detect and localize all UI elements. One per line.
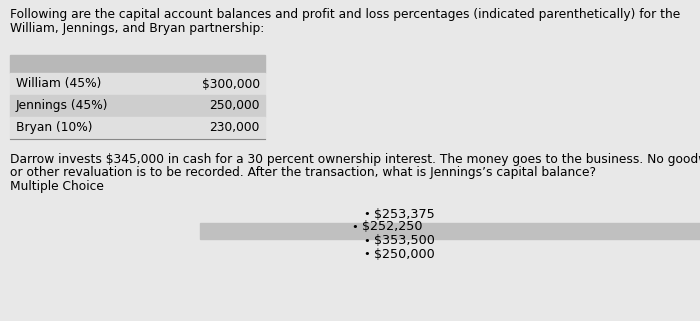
- Bar: [10, 95, 265, 117]
- Text: •: •: [351, 222, 358, 232]
- Text: William (45%): William (45%): [16, 77, 102, 91]
- Text: $252,250: $252,250: [362, 221, 423, 233]
- Bar: [10, 55, 265, 73]
- Bar: [10, 73, 265, 95]
- Text: Multiple Choice: Multiple Choice: [10, 180, 104, 193]
- Text: Following are the capital account balances and profit and loss percentages (indi: Following are the capital account balanc…: [10, 8, 680, 21]
- Text: or other revaluation is to be recorded. After the transaction, what is Jennings’: or other revaluation is to be recorded. …: [10, 166, 596, 179]
- Text: Bryan (10%): Bryan (10%): [16, 122, 92, 134]
- Text: 230,000: 230,000: [209, 122, 260, 134]
- Bar: [200, 223, 700, 239]
- Text: 250,000: 250,000: [209, 100, 260, 112]
- Text: $300,000: $300,000: [202, 77, 260, 91]
- Text: •: •: [363, 249, 370, 259]
- Text: William, Jennings, and Bryan partnership:: William, Jennings, and Bryan partnership…: [10, 22, 265, 35]
- Text: Jennings (45%): Jennings (45%): [16, 100, 108, 112]
- Bar: [10, 117, 265, 139]
- Text: •: •: [363, 236, 370, 246]
- Text: $353,500: $353,500: [374, 235, 435, 247]
- Text: •: •: [363, 209, 370, 219]
- Text: $250,000: $250,000: [374, 247, 435, 261]
- Text: $253,375: $253,375: [374, 207, 435, 221]
- Text: Darrow invests $345,000 in cash for a 30 percent ownership interest. The money g: Darrow invests $345,000 in cash for a 30…: [10, 153, 700, 166]
